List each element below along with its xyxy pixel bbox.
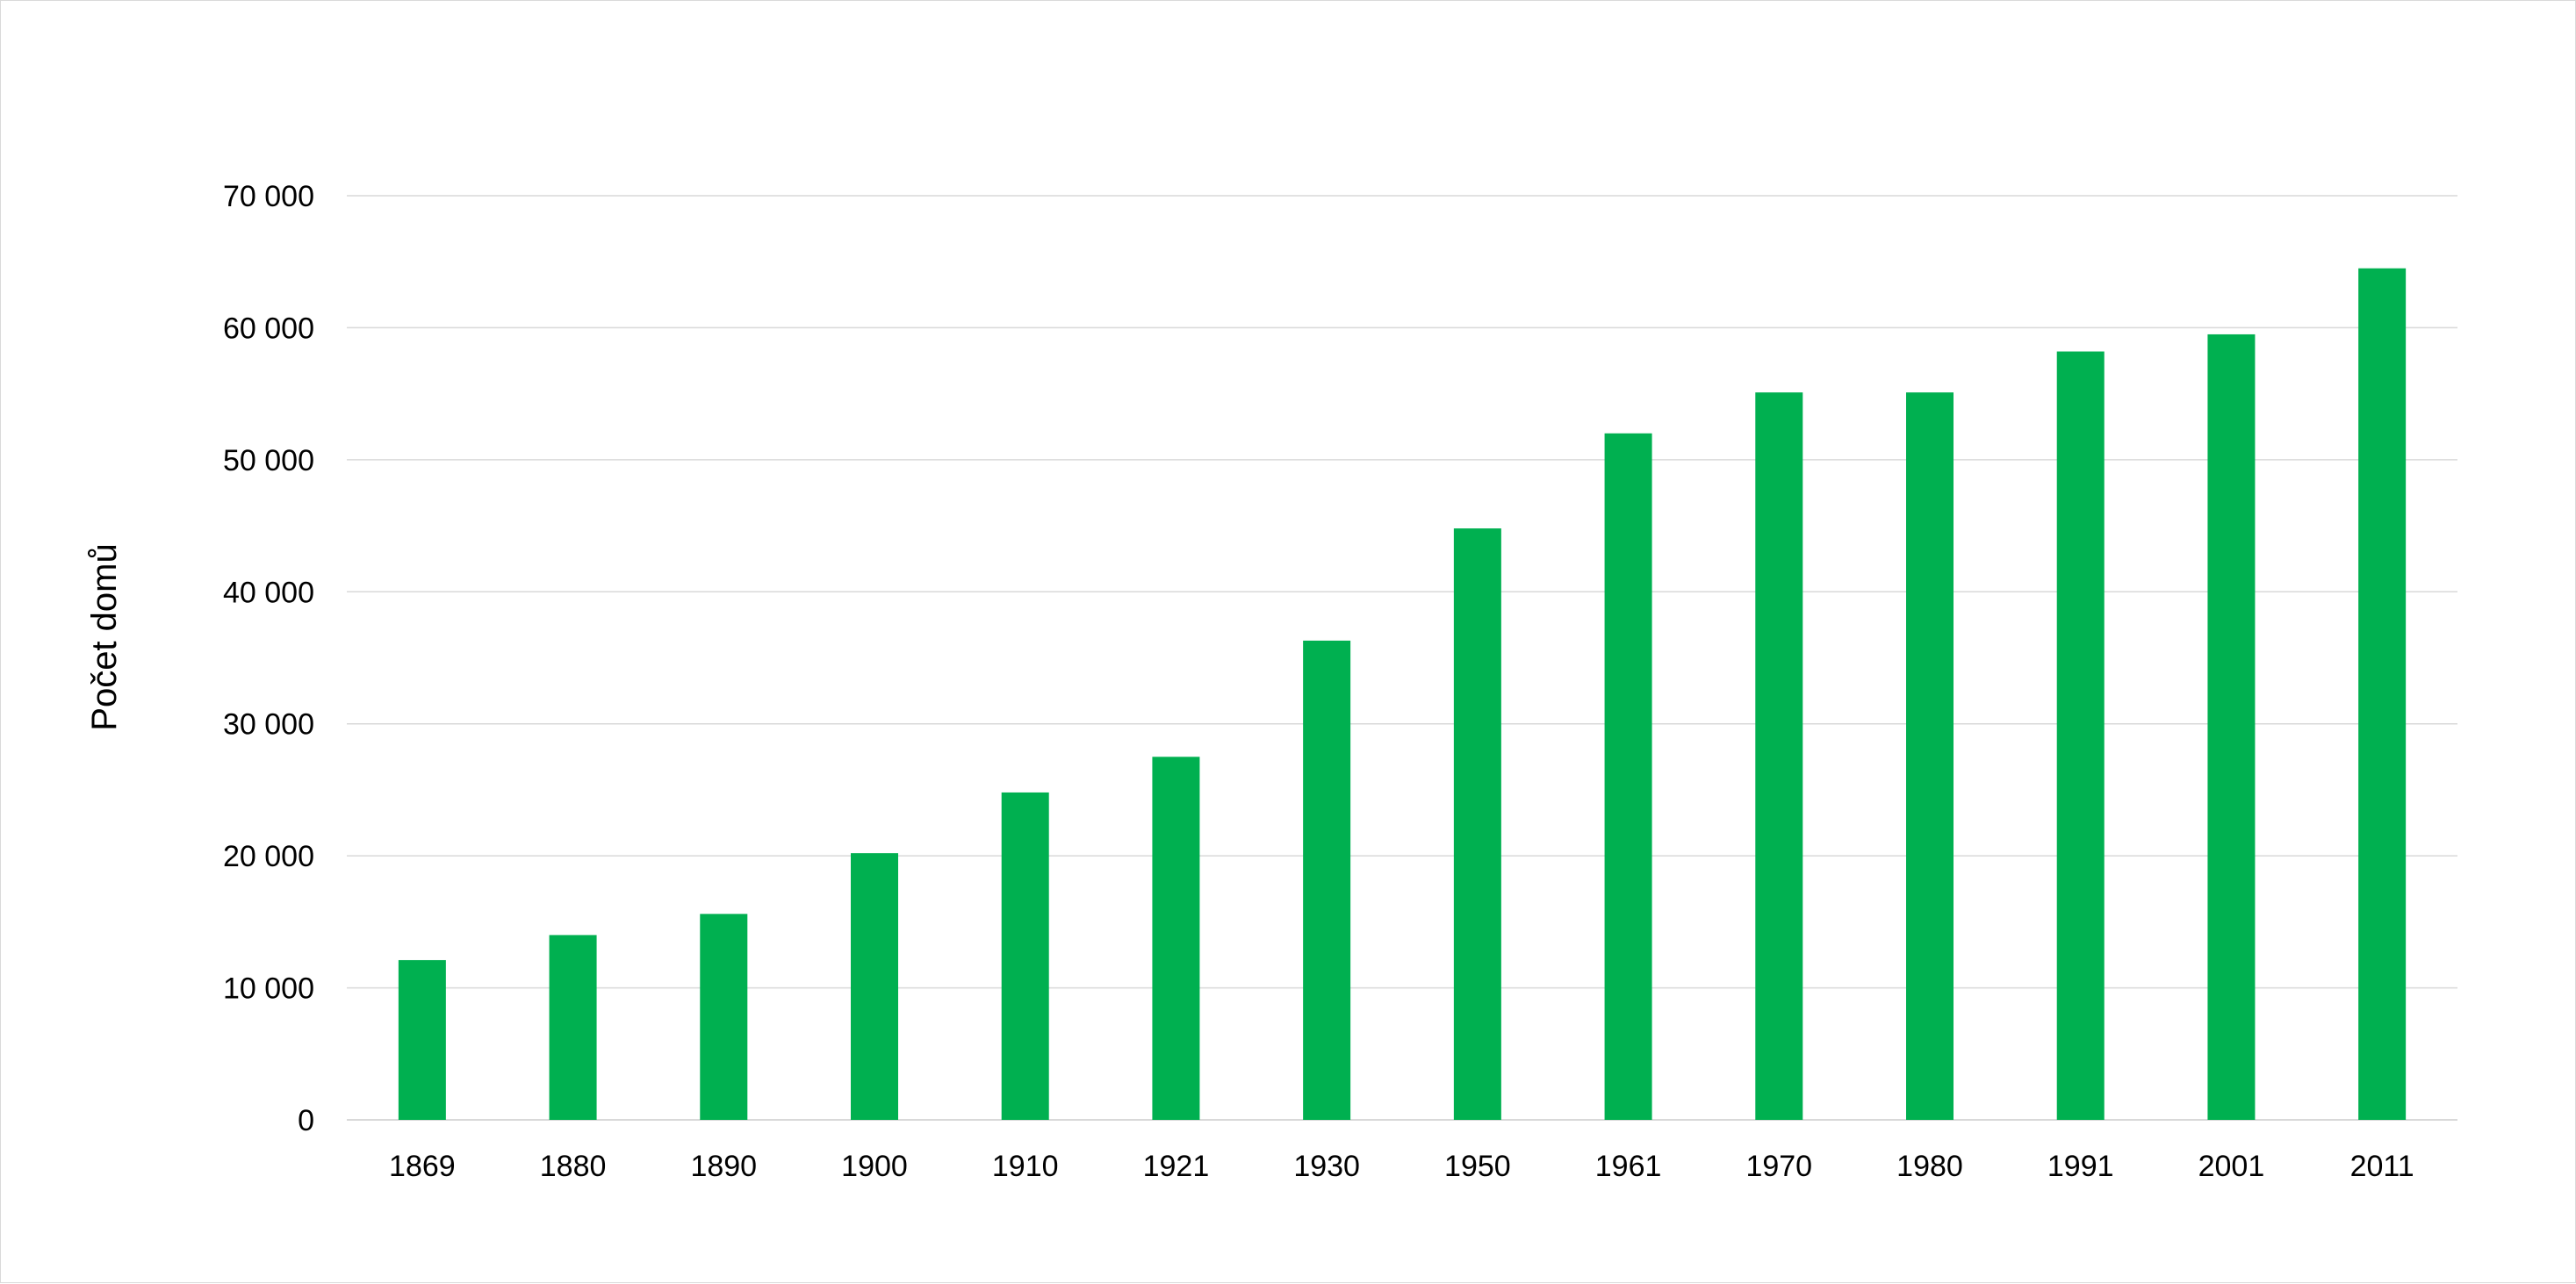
bar-1910 xyxy=(1001,792,1049,1120)
x-tick-labels: 1869 1880 1890 1900 1910 1921 1930 1950 1961 1970… xyxy=(389,1150,2414,1183)
gridlines xyxy=(347,195,2457,1121)
x-tick-label: 1930 xyxy=(1293,1150,1360,1183)
x-tick-label: 1970 xyxy=(1745,1150,1812,1183)
bar-1869 xyxy=(398,959,446,1120)
bars xyxy=(398,268,2407,1121)
x-tick-label: 1900 xyxy=(841,1150,908,1183)
bar-1991 xyxy=(2056,351,2105,1120)
x-tick-label: 1961 xyxy=(1595,1150,1662,1183)
y-tick-label: 70 000 xyxy=(223,180,314,213)
y-tick-label: 20 000 xyxy=(223,840,314,873)
x-tick-label: 1890 xyxy=(690,1150,757,1183)
x-tick-label: 1980 xyxy=(1896,1150,1963,1183)
y-tick-label: 40 000 xyxy=(223,576,314,609)
bar-1890 xyxy=(700,914,748,1120)
bar-1930 xyxy=(1303,640,1351,1120)
y-tick-label: 30 000 xyxy=(223,708,314,742)
y-tick-label: 60 000 xyxy=(223,312,314,345)
bar-1950 xyxy=(1453,528,1501,1120)
x-tick-label: 1869 xyxy=(389,1150,456,1183)
bar-2001 xyxy=(2207,334,2256,1120)
x-tick-label: 1910 xyxy=(992,1150,1059,1183)
x-tick-label: 1950 xyxy=(1444,1150,1511,1183)
bar-2011 xyxy=(2358,268,2407,1120)
x-tick-label: 2001 xyxy=(2198,1150,2265,1183)
y-tick-label: 0 xyxy=(298,1104,314,1137)
bar-1880 xyxy=(549,935,597,1120)
bar-1970 xyxy=(1755,392,1803,1121)
bar-1900 xyxy=(851,853,898,1120)
bar-1961 xyxy=(1604,433,1652,1120)
x-tick-label: 1991 xyxy=(2047,1150,2114,1183)
y-tick-label: 50 000 xyxy=(223,444,314,477)
bar-1921 xyxy=(1152,757,1200,1120)
x-tick-label: 2011 xyxy=(2350,1150,2414,1183)
x-tick-label: 1921 xyxy=(1143,1150,1210,1183)
y-tick-label: 10 000 xyxy=(223,972,314,1006)
bar-1980 xyxy=(1906,392,1954,1121)
y-tick-labels: 0 10 000 20 000 30 000 40 000 50 000 60 000 70 … xyxy=(223,180,314,1137)
y-axis-title: Počet domů xyxy=(85,543,124,730)
x-tick-label: 1880 xyxy=(540,1150,607,1183)
